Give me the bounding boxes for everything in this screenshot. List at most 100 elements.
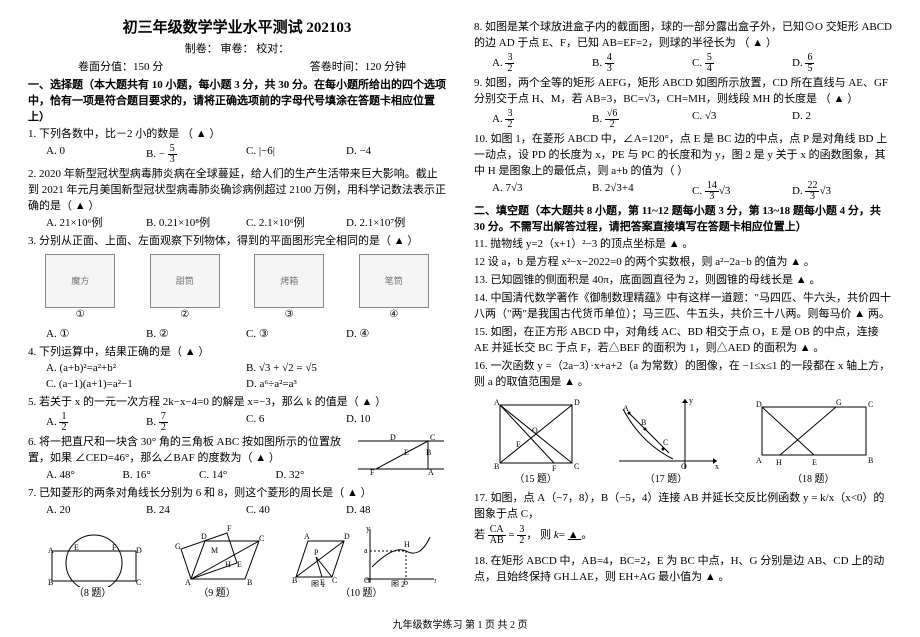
q6-opt-d: D. 32°: [276, 468, 353, 484]
q5-opt-c: C. 6: [246, 412, 346, 433]
q8-stem: 8. 如图是某个球放进盒子内的截面图，球的一部分露出盒子外，已知⊙O 交矩形 A…: [474, 20, 892, 52]
svg-text:B: B: [868, 456, 873, 465]
svg-text:y: y: [689, 396, 693, 405]
svg-text:B: B: [247, 578, 252, 587]
section-2-heading: 二、填空题（本大题共 8 小题，第 11~12 题每小题 3 分，第 13~18…: [474, 204, 892, 236]
q1-opt-c: C. |−6|: [246, 144, 346, 165]
q3-opt-b: B. ②: [146, 327, 246, 343]
q7-opt-b: B. 24: [146, 503, 246, 519]
svg-text:图 2: 图 2: [391, 580, 405, 587]
svg-text:H: H: [225, 560, 231, 569]
fig-q17: AB C Ox y （17 题）: [611, 395, 721, 488]
q3-opt-d: D. ④: [346, 327, 446, 343]
q11: 11. 抛物线 y=2（x+1）²−3 的顶点坐标是 ▲ 。: [474, 237, 892, 253]
svg-text:E: E: [74, 543, 79, 552]
q9-options: A. 32 B. √62 C. √3 D. 2: [474, 109, 892, 130]
score-text: 卷面分值：150 分: [78, 60, 163, 76]
svg-text:B: B: [48, 578, 53, 587]
q8-options: A. 32 B. 43 C. 54 D. 65: [474, 53, 892, 74]
q1-opt-a: A. 0: [46, 144, 146, 165]
q5-stem: 5. 若关于 x 的一元一次方程 2k−x−4=0 的解是 x=−3，那么 k …: [28, 395, 446, 411]
svg-text:B: B: [426, 448, 431, 457]
time-text: 答卷时间：120 分钟: [310, 60, 406, 76]
q6-opt-b: B. 16°: [123, 468, 200, 484]
q3-images: 魔方① 甜筒② 烤箱③ 笔筒④: [28, 254, 446, 323]
svg-text:A: A: [185, 578, 191, 587]
q5-opt-a: A. 12: [46, 412, 146, 433]
svg-text:C: C: [332, 576, 337, 585]
svg-text:H: H: [776, 458, 782, 467]
svg-text:M: M: [211, 546, 218, 555]
svg-text:B: B: [494, 462, 499, 471]
q3-options: A. ① B. ② C. ③ D. ④: [28, 327, 446, 343]
q3-obj-4: 笔筒④: [359, 254, 429, 323]
svg-text:C: C: [574, 462, 579, 471]
svg-text:A: A: [756, 456, 762, 465]
q1-opt-b: B. − 53: [146, 144, 246, 165]
fig-q9: AB CD GF MH E （9 题）: [167, 523, 267, 602]
q2-opt-d: D. 2.1×10⁷例: [346, 216, 446, 232]
q3-stem: 3. 分别从正面、上面、左面观察下列物体，得到的平面图形完全相同的是（ ▲ ）: [28, 234, 446, 250]
q18: 18. 在矩形 ABCD 中，AB=4，BC=2，E 为 BC 中点，H、G 分…: [474, 554, 892, 586]
q8-opt-b: B. 43: [592, 53, 692, 74]
q4-optrow1: A. (a+b)²=a²+b² B. √3 + √2 = √5: [28, 361, 446, 377]
svg-text:A: A: [428, 468, 434, 477]
q8-opt-d: D. 65: [792, 53, 892, 74]
svg-text:C: C: [259, 534, 264, 543]
q17a: 17. 如图，点 A（−7，8），B（−5，4）连接 AB 并延长交反比例函数 …: [474, 491, 892, 523]
svg-text:B: B: [641, 418, 646, 427]
q9-opt-a: A. 32: [492, 109, 592, 130]
svg-text:G: G: [836, 398, 842, 407]
svg-text:F: F: [227, 524, 232, 533]
svg-text:F: F: [552, 464, 557, 473]
q1-options: A. 0 B. − 53 C. |−6| D. −4: [28, 144, 446, 165]
svg-text:F: F: [370, 468, 375, 477]
section-1-heading: 一、选择题（本大题共有 10 小题，每小题 3 分，共 30 分。在每小题所给出…: [28, 78, 446, 126]
svg-text:D: D: [136, 546, 142, 555]
q5-opt-b: B. 72: [146, 412, 246, 433]
q5-opt-d: D. 10: [346, 412, 446, 433]
q12: 12 设 a，b 是方程 x²−x−2022=0 的两个实数根，则 a²−2a−…: [474, 255, 892, 271]
page-footer: 九年级数学练习 第 1 页 共 2 页: [0, 619, 920, 634]
q4-opt-a: A. (a+b)²=a²+b²: [46, 361, 246, 377]
svg-text:A: A: [48, 546, 54, 555]
svg-text:P: P: [314, 548, 319, 557]
q9-opt-d: D. 2: [792, 109, 892, 130]
svg-text:图 1: 图 1: [311, 580, 325, 587]
q6-options: A. 48° B. 16° C. 14° D. 32°: [28, 468, 352, 484]
roles-line: 制卷： 审卷： 校对：: [28, 42, 446, 58]
svg-text:a: a: [364, 546, 368, 555]
svg-text:O: O: [681, 462, 687, 471]
q4-opt-c: C. (a−1)(a+1)=a²−1: [46, 377, 246, 393]
q6-opt-c: C. 14°: [199, 468, 276, 484]
q2-opt-b: B. 0.21×10⁸例: [146, 216, 246, 232]
svg-text:G: G: [175, 542, 181, 551]
svg-text:C: C: [136, 578, 141, 587]
svg-text:A: A: [623, 404, 629, 413]
svg-text:D: D: [201, 532, 207, 541]
svg-text:F: F: [112, 543, 117, 552]
fig-q18: DC AB EH G （18 题）: [748, 395, 878, 488]
svg-text:D: D: [756, 400, 762, 409]
svg-text:A: A: [304, 532, 310, 541]
svg-text:C: C: [430, 433, 435, 442]
q7-stem: 7. 已知菱形的两条对角线长分别为 6 和 8，则这个菱形的周长是（ ▲ ）: [28, 486, 446, 502]
svg-text:E: E: [237, 560, 242, 569]
q13: 13. 已知圆锥的侧面积是 40π，底面圆直径为 2，则圆锥的母线长是 ▲ 。: [474, 273, 892, 289]
q15: 15. 如图，在正方形 ABCD 中，对角线 AC、BD 相交于点 O，E 是 …: [474, 325, 892, 357]
q10-options: A. 7√3 B. 2√3+4 C. 143√3 D. 223√3: [474, 181, 892, 202]
q6-opt-a: A. 48°: [46, 468, 123, 484]
fig-q10: BC DA EP 图 1 Ox yH ab 图 2 （10 题）: [286, 523, 436, 602]
svg-text:O: O: [532, 426, 538, 435]
score-time-line: 卷面分值：150 分 答卷时间：120 分钟: [28, 60, 446, 76]
svg-text:E: E: [812, 458, 817, 467]
q10-opt-c: C. 143√3: [692, 181, 792, 202]
q6-figure: FA DC EB: [356, 433, 446, 477]
svg-text:H: H: [404, 540, 410, 549]
q8-opt-a: A. 32: [492, 53, 592, 74]
q17b: 若 CAAB = 32， 则 k= ▲ 。: [474, 525, 892, 546]
q8-opt-c: C. 54: [692, 53, 792, 74]
q9-opt-c: C. √3: [692, 109, 792, 130]
q14: 14. 中国清代数学著作《御制数理精蕴》中有这样一道题："马四匹、牛六头，共价四…: [474, 291, 892, 323]
q10-opt-d: D. 223√3: [792, 181, 892, 202]
